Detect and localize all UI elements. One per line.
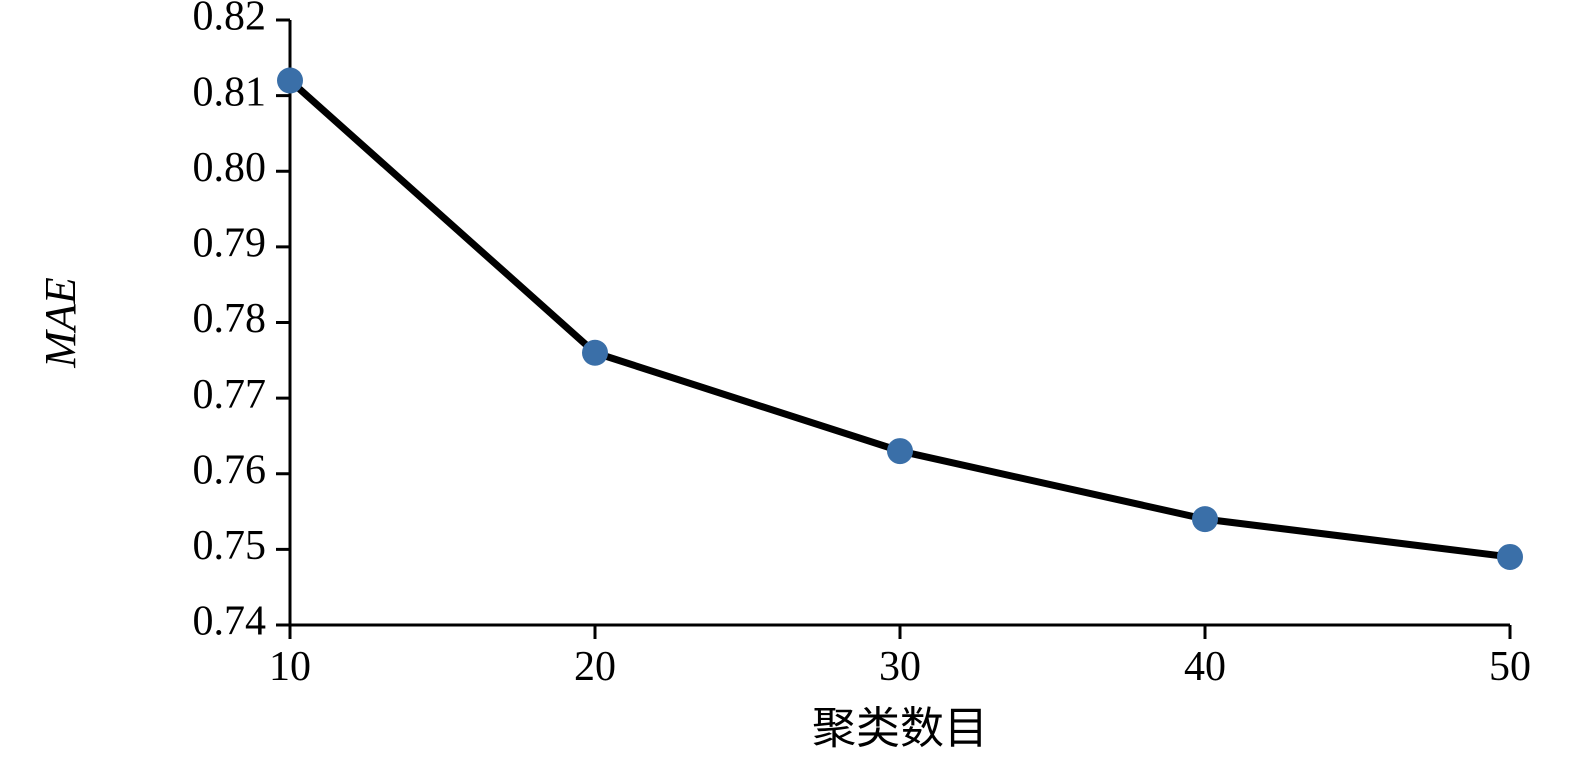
y-tick-label: 0.78 [193, 296, 267, 342]
x-axis-title: 聚类数目 [812, 704, 988, 753]
data-marker [277, 68, 303, 94]
data-marker [582, 340, 608, 366]
y-tick-label: 0.77 [193, 372, 267, 418]
y-tick-label: 0.79 [193, 221, 267, 267]
y-tick-label: 0.81 [193, 69, 267, 115]
data-marker [1192, 506, 1218, 532]
x-tick-label: 40 [1184, 644, 1226, 690]
y-tick-label: 0.80 [193, 145, 267, 191]
x-tick-label: 30 [879, 644, 921, 690]
x-tick-label: 50 [1489, 644, 1531, 690]
data-marker [887, 438, 913, 464]
x-tick-label: 10 [269, 644, 311, 690]
y-axis-title: MAE [36, 277, 85, 369]
y-tick-label: 0.74 [193, 599, 267, 645]
data-line [290, 81, 1510, 557]
y-tick-label: 0.76 [193, 447, 267, 493]
x-tick-label: 20 [574, 644, 616, 690]
line-chart: 0.74 0.75 0.76 0.77 0.78 0.79 0.80 0.81 0.82 10 20… [0, 0, 1575, 782]
data-marker [1497, 544, 1523, 570]
y-tick-label: 0.82 [193, 0, 267, 40]
y-tick-label: 0.75 [193, 523, 267, 569]
chart-container: 0.74 0.75 0.76 0.77 0.78 0.79 0.80 0.81 0.82 10 20… [0, 0, 1575, 782]
